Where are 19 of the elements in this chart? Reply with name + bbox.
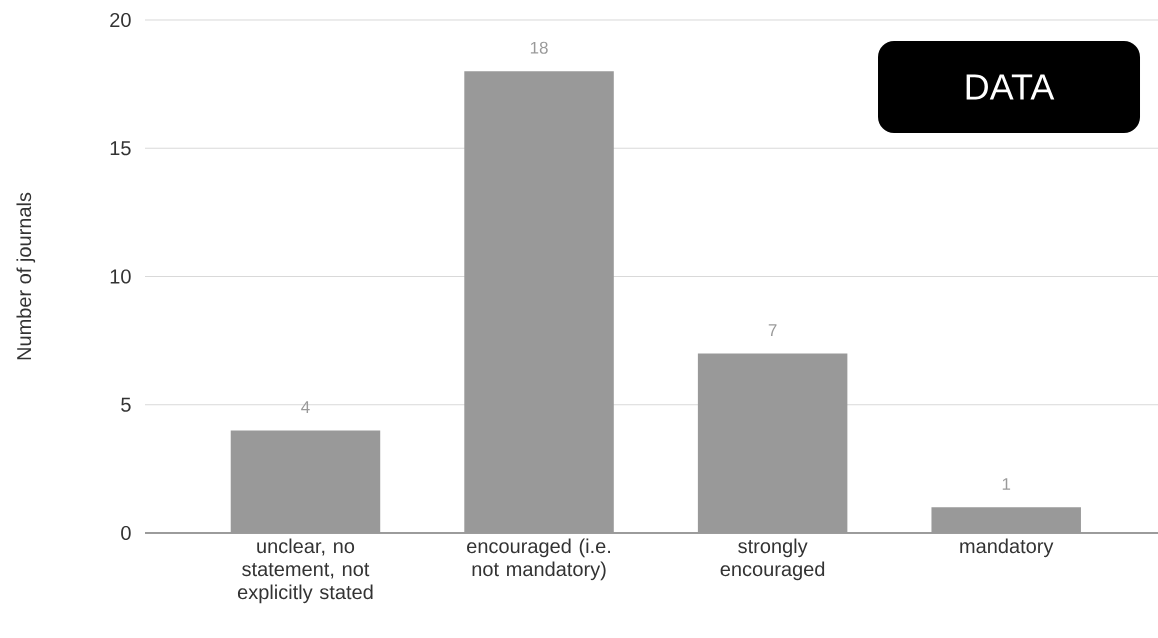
bar xyxy=(464,71,614,533)
y-axis-title: Number of journals xyxy=(16,192,36,360)
data-label: 4 xyxy=(301,401,310,413)
y-tick-label: 0 xyxy=(121,525,131,541)
x-tick-label: mandatory xyxy=(960,538,1054,558)
y-tick-label: 15 xyxy=(110,141,131,156)
annotation: DATA xyxy=(966,74,1055,100)
data-label: 1 xyxy=(1002,478,1011,490)
y-tick-label: 10 xyxy=(110,269,131,284)
data-label: 7 xyxy=(768,324,777,336)
x-tick-label: unclear, no statement, not explicitly stated xyxy=(237,538,373,604)
y-tick-label: 20 xyxy=(110,12,131,28)
bar xyxy=(697,353,848,533)
x-tick-label: strongly encouraged xyxy=(720,538,825,581)
data-label: 18 xyxy=(530,41,548,54)
bar xyxy=(230,430,381,533)
x-tick-label: encouraged (i.e. not mandatory) xyxy=(467,538,611,581)
y-tick-label: 5 xyxy=(121,397,131,412)
bar xyxy=(931,507,1081,533)
